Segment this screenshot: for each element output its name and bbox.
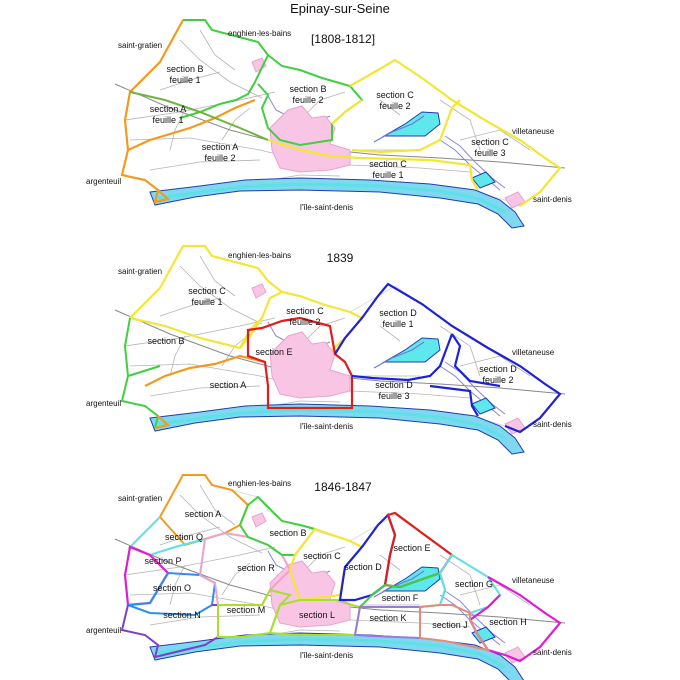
boundary-section-h <box>468 576 562 663</box>
boundary-section-j <box>419 604 491 652</box>
boundary-section-c-f1 <box>129 244 283 350</box>
town-saint-denis: saint-denis <box>533 420 572 429</box>
figure-title: Epinay-sur-Seine <box>290 1 390 16</box>
town-villetaneuse: villetaneuse <box>512 576 555 585</box>
town-enghien: enghien-les-bains <box>228 251 291 260</box>
town-ile-saint-denis: l'île-saint-denis <box>300 203 353 212</box>
label-section-e: section E <box>255 347 292 357</box>
boundary-section-c <box>267 58 562 207</box>
boundary-section-b-f1 <box>179 19 270 119</box>
town-villetaneuse: villetaneuse <box>512 348 555 357</box>
map-title-1: [1808-1812] <box>311 32 375 46</box>
label-section-m: section M <box>227 605 266 615</box>
town-enghien: enghien-les-bains <box>228 479 291 488</box>
town-saint-gratien: saint-gratien <box>118 494 162 503</box>
label-section-l: section L <box>299 610 335 620</box>
label-section-j: section J <box>432 620 468 630</box>
town-saint-denis: saint-denis <box>533 648 572 657</box>
label-section-k: section K <box>369 613 406 623</box>
map-title-3: 1846-1847 <box>314 480 372 494</box>
label-section-q: section Q <box>165 532 203 542</box>
label-section-n: section N <box>163 610 201 620</box>
boundary-section-a <box>144 354 266 430</box>
boundary-section-m <box>217 588 292 638</box>
label-section-d: section D <box>344 562 382 572</box>
town-argenteuil: argenteuil <box>86 177 121 186</box>
boundary-section-d <box>334 282 562 434</box>
label-section-h: section H <box>489 617 527 627</box>
town-argenteuil: argenteuil <box>86 626 121 635</box>
label-section-b: section B <box>269 528 306 538</box>
boundary-section-a-inner <box>127 98 256 152</box>
town-ile-saint-denis: l'île-saint-denis <box>300 651 353 660</box>
town-saint-denis: saint-denis <box>533 195 572 204</box>
label-section-o: section O <box>153 583 191 593</box>
label-section-f: section F <box>382 593 419 603</box>
label-section-a: section A <box>185 509 222 519</box>
town-ile-saint-denis: l'île-saint-denis <box>300 422 353 431</box>
map-panel-1846-1847: section A section B section Q section C … <box>86 475 572 680</box>
town-argenteuil: argenteuil <box>86 399 121 408</box>
town-enghien: enghien-les-bains <box>228 29 291 38</box>
label-section-p: section P <box>144 556 181 566</box>
label-section-b: section B <box>147 336 184 346</box>
town-saint-gratien: saint-gratien <box>118 267 162 276</box>
label-section-e: section E <box>393 543 430 553</box>
map-title-2: 1839 <box>327 251 354 265</box>
town-saint-gratien: saint-gratien <box>118 41 162 50</box>
label-section-r: section R <box>237 563 275 573</box>
label-section-g: section G <box>455 579 493 589</box>
boundary-section-e <box>246 316 354 410</box>
label-section-a: section A <box>210 380 247 390</box>
boundary-section-a-b-split <box>129 91 269 141</box>
town-villetaneuse: villetaneuse <box>512 127 555 136</box>
boundary-section-a-f1 <box>120 19 184 204</box>
label-section-c: section C <box>303 551 341 561</box>
